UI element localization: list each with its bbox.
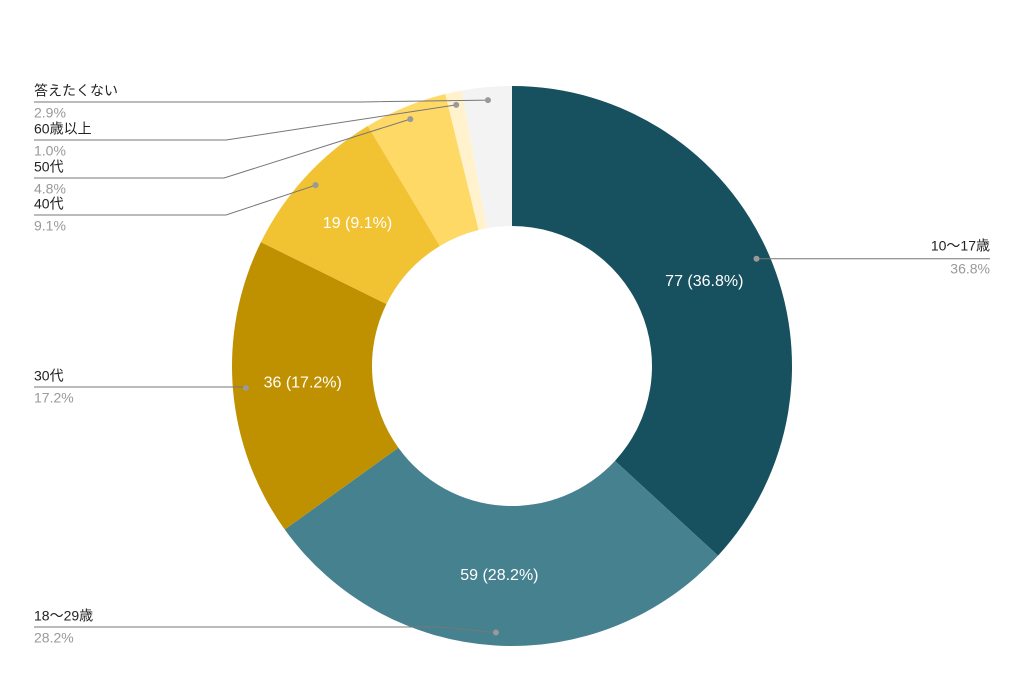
slice [367, 94, 479, 247]
slice [231, 242, 399, 530]
legend-percent: 17.2% [34, 390, 74, 406]
legend-percent: 36.8% [950, 260, 990, 276]
leader-dot [492, 629, 499, 636]
leader-line [34, 386, 247, 389]
slice-label: 19 (9.1%) [323, 215, 392, 232]
legend-label: 答えたくない [34, 83, 118, 99]
leader-dot [753, 255, 760, 262]
leader-dot [484, 97, 491, 104]
slice-label: 36 (17.2%) [264, 375, 342, 392]
legend-label: 18〜29歳 [34, 608, 93, 624]
leader-line [34, 104, 457, 141]
slice [260, 126, 440, 305]
legend-label: 60歳以上 [34, 121, 92, 137]
slice [445, 90, 487, 231]
leader-dot [312, 182, 319, 189]
leader-line [34, 184, 316, 216]
legend-percent: 1.0% [34, 143, 66, 159]
legend-percent: 4.8% [34, 181, 66, 197]
slice [461, 86, 512, 229]
legend-percent: 2.9% [34, 105, 66, 121]
legend-label: 50代 [34, 159, 64, 175]
leader-line [34, 99, 488, 103]
leader-dot [407, 116, 414, 123]
legend-label: 10〜17歳 [931, 237, 990, 253]
leader-dot [453, 101, 460, 108]
legend-label: 30代 [34, 368, 64, 384]
slice-label: 77 (36.8%) [665, 273, 743, 290]
legend-percent: 28.2% [34, 630, 74, 646]
leader-line [34, 626, 497, 634]
slice [284, 447, 719, 646]
slice-label: 59 (28.2%) [460, 567, 538, 584]
leader-line [34, 118, 411, 179]
legend-percent: 9.1% [34, 218, 66, 234]
legend-label: 40代 [34, 196, 64, 212]
slice [512, 86, 792, 556]
leader-dot [242, 385, 249, 392]
